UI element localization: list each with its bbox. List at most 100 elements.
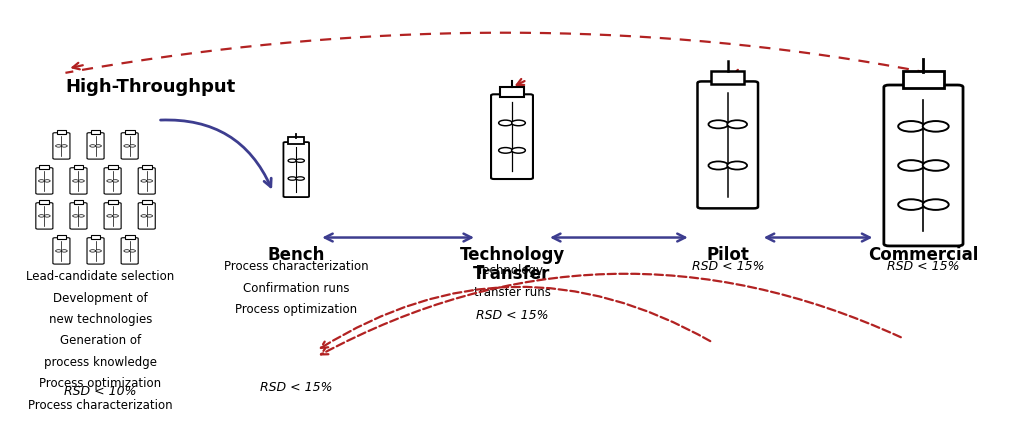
FancyBboxPatch shape: [125, 131, 134, 134]
Text: new technologies: new technologies: [49, 313, 153, 326]
Text: Process characterization: Process characterization: [224, 260, 369, 273]
Ellipse shape: [512, 120, 525, 126]
Ellipse shape: [44, 215, 50, 217]
FancyBboxPatch shape: [125, 235, 134, 240]
FancyBboxPatch shape: [87, 133, 104, 159]
Ellipse shape: [95, 250, 101, 252]
Ellipse shape: [61, 145, 68, 147]
Ellipse shape: [923, 199, 948, 210]
FancyBboxPatch shape: [500, 87, 524, 97]
Ellipse shape: [90, 250, 95, 252]
FancyBboxPatch shape: [903, 71, 944, 88]
Ellipse shape: [898, 160, 924, 171]
Text: transfer runs: transfer runs: [473, 286, 551, 299]
Text: Technology
Transfer: Technology Transfer: [460, 246, 564, 283]
Ellipse shape: [288, 159, 297, 162]
Ellipse shape: [288, 177, 297, 180]
Ellipse shape: [146, 215, 153, 217]
FancyBboxPatch shape: [284, 142, 309, 197]
Ellipse shape: [130, 250, 135, 252]
Ellipse shape: [124, 250, 130, 252]
Text: Process optimization: Process optimization: [236, 304, 357, 317]
FancyBboxPatch shape: [90, 131, 100, 134]
FancyBboxPatch shape: [138, 203, 156, 229]
FancyBboxPatch shape: [36, 168, 53, 194]
FancyBboxPatch shape: [87, 238, 104, 264]
FancyBboxPatch shape: [56, 235, 67, 240]
Text: RSD < 15%: RSD < 15%: [887, 260, 959, 273]
Ellipse shape: [296, 177, 304, 180]
Text: RSD < 15%: RSD < 15%: [260, 381, 333, 394]
Ellipse shape: [923, 160, 948, 171]
Ellipse shape: [55, 145, 61, 147]
FancyBboxPatch shape: [104, 168, 121, 194]
Ellipse shape: [296, 159, 304, 162]
Ellipse shape: [39, 215, 44, 217]
Ellipse shape: [113, 215, 119, 217]
Text: Process characterization: Process characterization: [29, 399, 173, 412]
Ellipse shape: [79, 215, 84, 217]
FancyBboxPatch shape: [121, 238, 138, 264]
Text: process knowledge: process knowledge: [44, 356, 157, 369]
FancyBboxPatch shape: [121, 133, 138, 159]
Ellipse shape: [499, 120, 512, 126]
FancyBboxPatch shape: [712, 71, 744, 85]
FancyBboxPatch shape: [697, 81, 758, 208]
FancyBboxPatch shape: [70, 203, 87, 229]
Ellipse shape: [141, 215, 146, 217]
FancyBboxPatch shape: [108, 166, 118, 170]
Ellipse shape: [512, 148, 525, 153]
Ellipse shape: [146, 180, 153, 182]
Ellipse shape: [73, 215, 79, 217]
FancyBboxPatch shape: [141, 166, 152, 170]
Ellipse shape: [709, 120, 728, 128]
Text: Generation of: Generation of: [60, 334, 141, 347]
Ellipse shape: [727, 120, 748, 128]
Ellipse shape: [499, 148, 512, 153]
FancyBboxPatch shape: [492, 94, 532, 179]
FancyBboxPatch shape: [36, 203, 53, 229]
Ellipse shape: [727, 162, 748, 170]
Ellipse shape: [55, 250, 61, 252]
Ellipse shape: [130, 145, 135, 147]
FancyBboxPatch shape: [104, 203, 121, 229]
Ellipse shape: [106, 180, 113, 182]
FancyBboxPatch shape: [40, 166, 49, 170]
Ellipse shape: [39, 180, 44, 182]
Ellipse shape: [90, 145, 95, 147]
Ellipse shape: [95, 145, 101, 147]
FancyBboxPatch shape: [288, 138, 304, 144]
Text: Technology-: Technology-: [477, 264, 547, 277]
Ellipse shape: [141, 180, 146, 182]
FancyBboxPatch shape: [53, 238, 70, 264]
Ellipse shape: [61, 250, 68, 252]
FancyBboxPatch shape: [70, 168, 87, 194]
Text: High-Throughput: High-Throughput: [66, 78, 236, 96]
Ellipse shape: [73, 180, 79, 182]
Text: Lead-candidate selection: Lead-candidate selection: [27, 270, 175, 283]
Ellipse shape: [923, 121, 948, 132]
FancyBboxPatch shape: [108, 200, 118, 205]
Ellipse shape: [44, 180, 50, 182]
FancyBboxPatch shape: [74, 166, 83, 170]
Text: RSD < 15%: RSD < 15%: [691, 260, 764, 273]
FancyBboxPatch shape: [53, 133, 70, 159]
FancyBboxPatch shape: [138, 168, 156, 194]
Text: Development of: Development of: [53, 292, 147, 304]
Text: Pilot: Pilot: [707, 246, 750, 264]
Text: Confirmation runs: Confirmation runs: [243, 282, 349, 295]
FancyBboxPatch shape: [56, 131, 67, 134]
Text: RSD < 15%: RSD < 15%: [476, 309, 548, 322]
Ellipse shape: [79, 180, 84, 182]
Text: Commercial: Commercial: [868, 246, 979, 264]
FancyBboxPatch shape: [884, 85, 963, 246]
Ellipse shape: [709, 162, 728, 170]
Ellipse shape: [113, 180, 119, 182]
Ellipse shape: [898, 121, 924, 132]
FancyBboxPatch shape: [74, 200, 83, 205]
FancyBboxPatch shape: [141, 200, 152, 205]
Text: Bench: Bench: [267, 246, 325, 264]
Ellipse shape: [898, 199, 924, 210]
Text: Process optimization: Process optimization: [40, 377, 162, 390]
Text: RSD < 10%: RSD < 10%: [65, 385, 137, 398]
